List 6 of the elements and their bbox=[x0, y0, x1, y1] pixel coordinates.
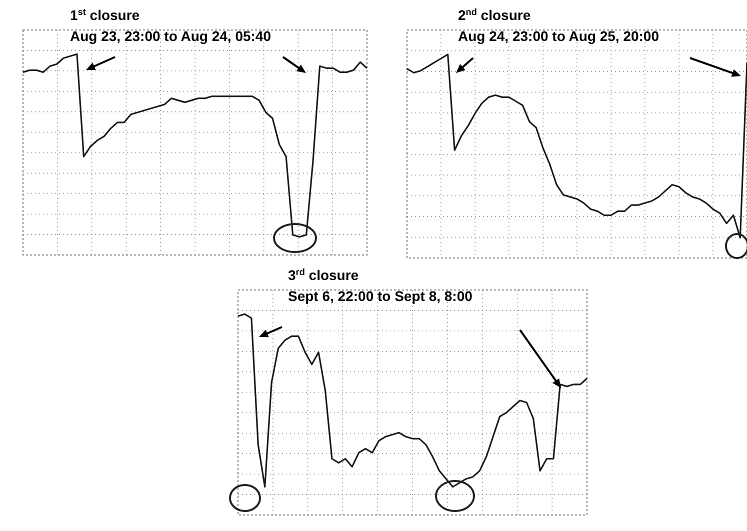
chart-subtitle: Sept 6, 22:00 to Sept 8, 8:00 bbox=[288, 288, 473, 304]
chart-title: 3$^{rd}$ closure bbox=[288, 267, 359, 283]
chart-title: 1$^{st}$ closure bbox=[70, 7, 140, 23]
chart-title: 2$^{nd}$ closure bbox=[458, 7, 531, 23]
chart-subtitle: Aug 24, 23:00 to Aug 25, 20:00 bbox=[458, 28, 660, 44]
chart-subtitle: Aug 23, 23:00 to Aug 24, 05:40 bbox=[70, 28, 272, 44]
